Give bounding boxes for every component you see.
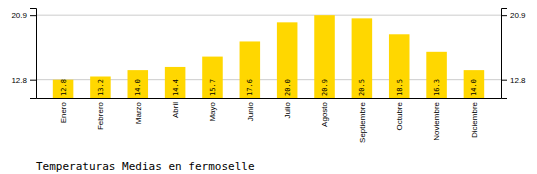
tick-label: Julio — [283, 101, 292, 118]
tick: Febrero — [96, 101, 105, 130]
tick-label: 20.9 — [11, 11, 27, 20]
chart: 12.8 20.9 12.8 20.9 Enero Febrero Marzo Abril Ma… — [0, 0, 537, 174]
tick-label: 20.9 — [510, 11, 526, 20]
grid-line — [36, 15, 501, 16]
tick: Septiembre — [358, 101, 367, 142]
bar — [314, 15, 335, 98]
data-label: 18.5 — [396, 79, 404, 96]
tick: Agosto — [320, 101, 329, 126]
tick: 12.8 — [11, 76, 36, 85]
tick: Mayo — [208, 101, 217, 121]
data-label: 20.5 — [358, 79, 366, 96]
tick-mark — [501, 80, 507, 81]
plot: 12.8 20.9 12.8 20.9 Enero Febrero Marzo Abril Ma… — [11, 9, 526, 143]
x-axis: Enero Febrero Marzo Abril Mayo Junio Julio Agos… — [37, 99, 502, 143]
data-label: 20.9 — [321, 79, 329, 96]
tick: 20.9 — [11, 11, 36, 20]
bar — [426, 52, 447, 98]
tick-label: Agosto — [320, 101, 329, 126]
title: Temperaturas Medias en fermoselle — [36, 160, 255, 173]
bars — [53, 15, 484, 98]
data-label: 16.3 — [433, 79, 441, 96]
data-label: 12.8 — [60, 79, 68, 96]
tick: Junio — [246, 101, 255, 121]
data-label: 15.7 — [209, 79, 217, 96]
tick-label: Noviembre — [432, 101, 441, 140]
y-axis: 12.8 20.9 — [11, 9, 36, 99]
tick: Marzo — [134, 101, 143, 124]
data-label: 13.2 — [97, 79, 105, 96]
tick-mark — [30, 15, 36, 16]
axis-line — [37, 98, 502, 99]
tick-label: Mayo — [208, 101, 217, 121]
data-label: 14.0 — [470, 79, 478, 96]
tick-label: Enero — [59, 101, 68, 123]
tick: Noviembre — [432, 101, 441, 140]
tick-label: Junio — [246, 101, 255, 121]
axis-line — [30, 9, 37, 99]
bar — [90, 76, 111, 98]
bar — [352, 18, 373, 98]
tick-label: 12.8 — [510, 76, 526, 85]
bar — [240, 41, 261, 98]
y-axis-right: 12.8 20.9 — [501, 9, 526, 99]
tick-label: Febrero — [96, 101, 105, 130]
tick-label: Abril — [171, 102, 180, 118]
data-label: 14.4 — [172, 79, 180, 96]
data-label: 14.0 — [134, 79, 142, 96]
tick-mark — [30, 80, 36, 81]
axis-line — [502, 9, 508, 99]
data-label: 20.0 — [284, 79, 292, 96]
tick-label: 12.8 — [11, 76, 27, 85]
tick: 12.8 — [501, 76, 526, 85]
tick: 20.9 — [501, 11, 526, 20]
bar — [53, 80, 74, 98]
bar — [165, 67, 186, 98]
tick: Octubre — [395, 101, 404, 130]
data-label: 17.6 — [246, 79, 254, 96]
bar — [389, 34, 410, 98]
data-labels: 12.8 13.2 14.0 14.4 15.7 17.6 20.0 20.9 20.5 18.5… — [60, 79, 479, 96]
bar — [202, 57, 223, 98]
tick: Julio — [283, 101, 292, 118]
tick: Abril — [171, 102, 180, 118]
tick-label: Septiembre — [358, 101, 367, 142]
tick-label: Diciembre — [470, 101, 479, 138]
bar — [277, 22, 298, 98]
tick-label: Marzo — [134, 101, 143, 124]
tick-label: Octubre — [395, 101, 404, 130]
bar — [128, 70, 149, 98]
chart-container: 12.8 20.9 12.8 20.9 Enero Febrero Marzo Abril Ma… — [0, 0, 537, 174]
tick: Diciembre — [470, 101, 479, 138]
bar — [464, 70, 485, 98]
tick: Enero — [59, 101, 68, 123]
tick-mark — [501, 15, 507, 16]
